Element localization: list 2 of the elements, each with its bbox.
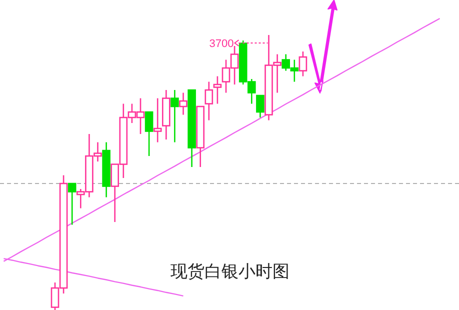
annotation: 现货白银小时图: [170, 262, 290, 282]
annotation: 3700: [209, 38, 234, 50]
